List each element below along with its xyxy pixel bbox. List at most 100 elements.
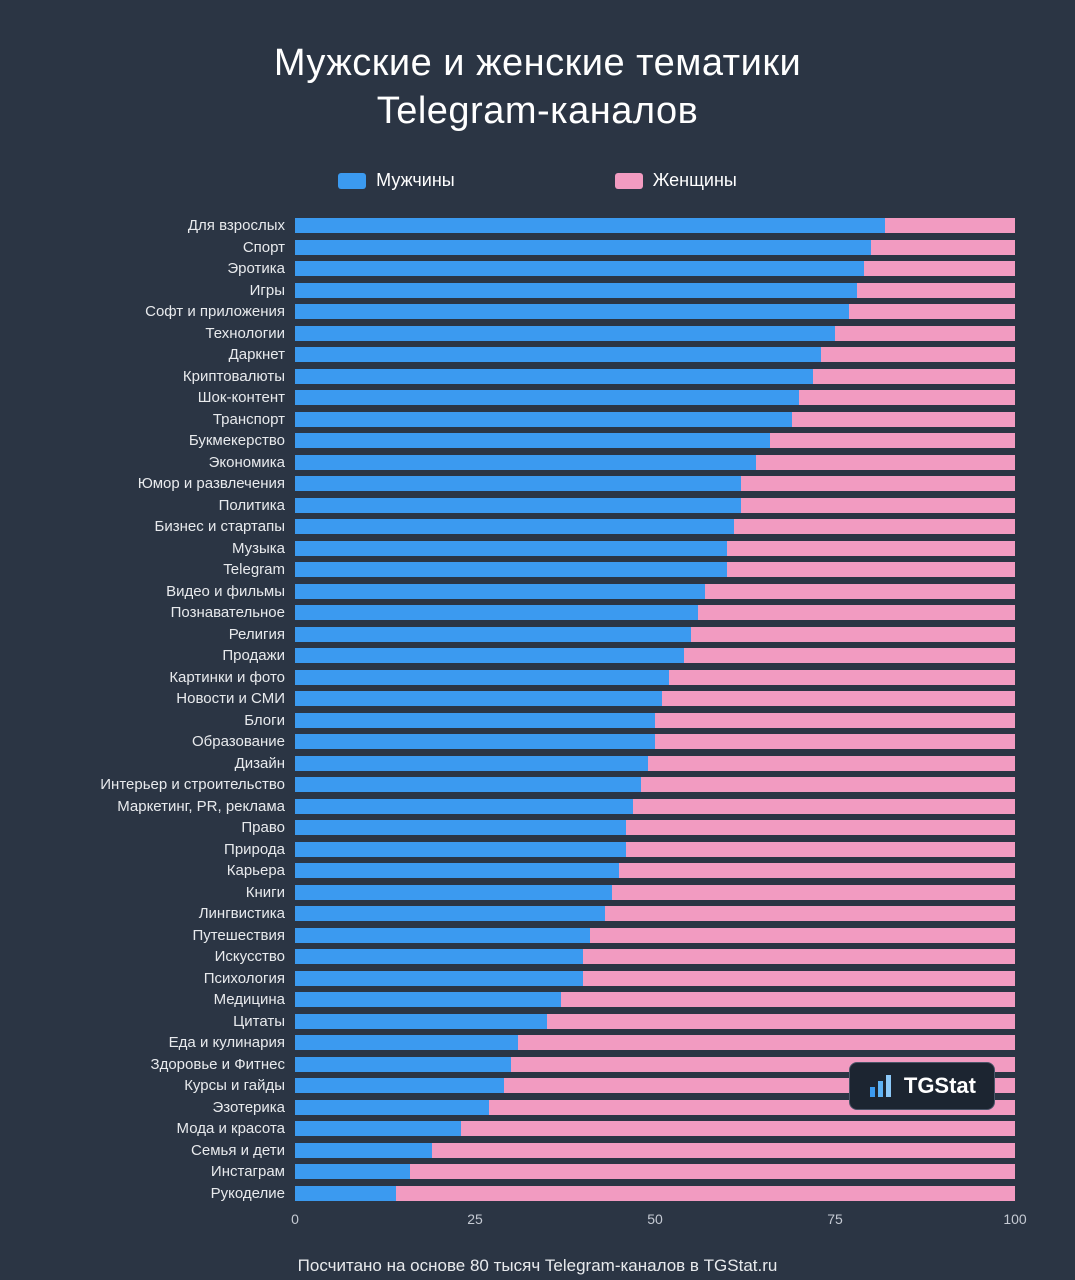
bar-male bbox=[295, 885, 612, 900]
bar-chart: Для взрослыхСпортЭротикаИгрыСофт и прило… bbox=[60, 216, 1015, 1203]
bar-female bbox=[626, 820, 1015, 835]
category-label: Путешествия bbox=[60, 927, 295, 944]
legend-item-female: Женщины bbox=[615, 170, 737, 191]
bar-row: Книги bbox=[60, 883, 1015, 903]
bar-row: Лингвистика bbox=[60, 904, 1015, 924]
bar-female bbox=[605, 906, 1015, 921]
category-label: Религия bbox=[60, 626, 295, 643]
x-axis: 0255075100 bbox=[295, 1205, 1015, 1211]
bar-male bbox=[295, 1186, 396, 1201]
x-tick: 100 bbox=[1003, 1211, 1026, 1227]
bar-male bbox=[295, 992, 561, 1007]
category-label: Еда и кулинария bbox=[60, 1034, 295, 1051]
bar-female bbox=[885, 218, 1015, 233]
chart-title: Мужские и женские тематики Telegram-кана… bbox=[60, 40, 1015, 135]
bar-male bbox=[295, 562, 727, 577]
bar-female bbox=[727, 541, 1015, 556]
bar-row: Шок-контент bbox=[60, 388, 1015, 408]
bar-female bbox=[741, 476, 1015, 491]
category-label: Для взрослых bbox=[60, 217, 295, 234]
bar-male bbox=[295, 627, 691, 642]
bar-track bbox=[295, 820, 1015, 835]
bar-row: Семья и дети bbox=[60, 1141, 1015, 1161]
bar-male bbox=[295, 433, 770, 448]
bar-male bbox=[295, 799, 633, 814]
bar-female bbox=[561, 992, 1015, 1007]
bar-male bbox=[295, 605, 698, 620]
bar-track bbox=[295, 240, 1015, 255]
bar-track bbox=[295, 713, 1015, 728]
bar-female bbox=[691, 627, 1015, 642]
bar-track bbox=[295, 541, 1015, 556]
category-label: Новости и СМИ bbox=[60, 690, 295, 707]
bar-female bbox=[655, 713, 1015, 728]
bar-male bbox=[295, 347, 821, 362]
bar-female bbox=[698, 605, 1015, 620]
bar-row: Продажи bbox=[60, 646, 1015, 666]
bar-track bbox=[295, 584, 1015, 599]
bar-female bbox=[461, 1121, 1015, 1136]
logo-text: TGStat bbox=[904, 1073, 976, 1099]
category-label: Букмекерство bbox=[60, 432, 295, 449]
bar-row: Психология bbox=[60, 969, 1015, 989]
bar-male bbox=[295, 777, 641, 792]
category-label: Маркетинг, PR, реклама bbox=[60, 798, 295, 815]
bar-row: Искусство bbox=[60, 947, 1015, 967]
bar-track bbox=[295, 734, 1015, 749]
legend: Мужчины Женщины bbox=[60, 170, 1015, 191]
category-label: Даркнет bbox=[60, 346, 295, 363]
bar-track bbox=[295, 326, 1015, 341]
category-label: Познавательное bbox=[60, 604, 295, 621]
bar-track bbox=[295, 906, 1015, 921]
bar-female bbox=[741, 498, 1015, 513]
bar-male bbox=[295, 369, 813, 384]
bar-female bbox=[641, 777, 1015, 792]
bar-track bbox=[295, 928, 1015, 943]
bar-female bbox=[734, 519, 1015, 534]
bar-female bbox=[849, 304, 1015, 319]
bar-female bbox=[626, 842, 1015, 857]
x-tick: 75 bbox=[827, 1211, 843, 1227]
bar-row: Букмекерство bbox=[60, 431, 1015, 451]
bar-male bbox=[295, 842, 626, 857]
bar-male bbox=[295, 240, 871, 255]
bar-row: Право bbox=[60, 818, 1015, 838]
bar-female bbox=[813, 369, 1015, 384]
category-label: Интерьер и строительство bbox=[60, 776, 295, 793]
bar-male bbox=[295, 906, 605, 921]
bar-row: Эротика bbox=[60, 259, 1015, 279]
bar-track bbox=[295, 1186, 1015, 1201]
bar-row: Игры bbox=[60, 281, 1015, 301]
category-label: Природа bbox=[60, 841, 295, 858]
bar-row: Рукоделие bbox=[60, 1184, 1015, 1204]
bar-row: Природа bbox=[60, 840, 1015, 860]
bar-track bbox=[295, 842, 1015, 857]
logo-icon bbox=[868, 1073, 894, 1099]
bar-female bbox=[547, 1014, 1015, 1029]
bar-male bbox=[295, 648, 684, 663]
category-label: Искусство bbox=[60, 948, 295, 965]
bar-female bbox=[633, 799, 1015, 814]
bar-male bbox=[295, 1014, 547, 1029]
bar-female bbox=[727, 562, 1015, 577]
bar-row: Карьера bbox=[60, 861, 1015, 881]
bar-row: Транспорт bbox=[60, 410, 1015, 430]
bar-male bbox=[295, 971, 583, 986]
bar-track bbox=[295, 562, 1015, 577]
bar-row: Спорт bbox=[60, 238, 1015, 258]
category-label: Дизайн bbox=[60, 755, 295, 772]
bar-track bbox=[295, 369, 1015, 384]
bar-track bbox=[295, 777, 1015, 792]
category-label: Мода и красота bbox=[60, 1120, 295, 1137]
legend-label-male: Мужчины bbox=[376, 170, 455, 191]
bar-male bbox=[295, 1078, 504, 1093]
bar-track bbox=[295, 304, 1015, 319]
category-label: Telegram bbox=[60, 561, 295, 578]
legend-swatch-male bbox=[338, 173, 366, 189]
category-label: Карьера bbox=[60, 862, 295, 879]
category-label: Образование bbox=[60, 733, 295, 750]
footer-note: Посчитано на основе 80 тысяч Telegram-ка… bbox=[60, 1256, 1015, 1276]
bar-female bbox=[655, 734, 1015, 749]
bar-track bbox=[295, 519, 1015, 534]
bar-male bbox=[295, 1100, 489, 1115]
